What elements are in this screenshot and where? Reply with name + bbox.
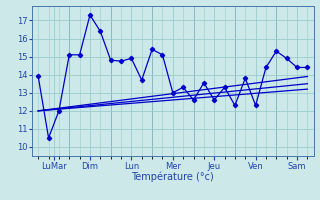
X-axis label: Température (°c): Température (°c)	[132, 172, 214, 182]
